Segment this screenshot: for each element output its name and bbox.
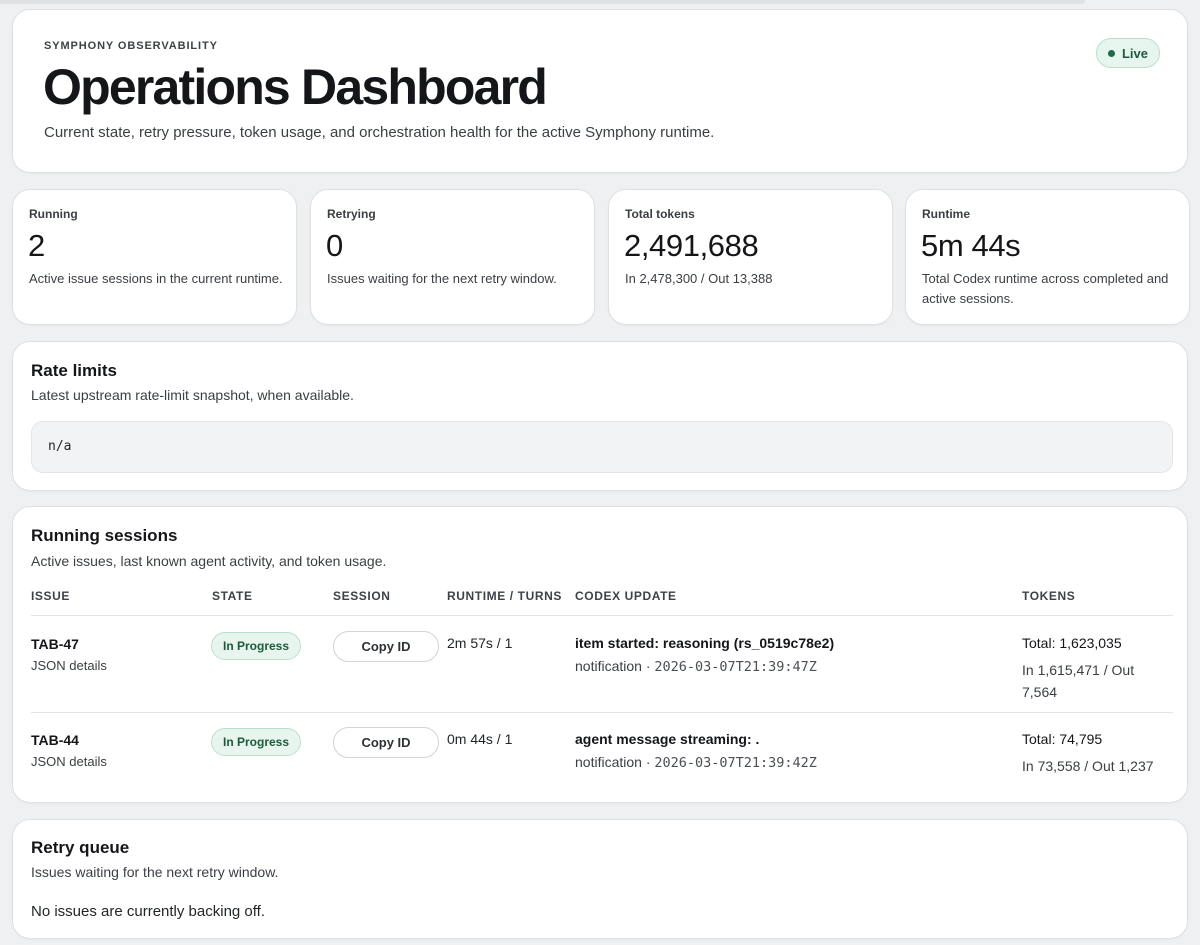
codex-update-meta: notification · 2026-03-07T21:39:42Z bbox=[575, 754, 817, 771]
stat-label: Total tokens bbox=[625, 207, 695, 221]
update-kind: notification · bbox=[575, 658, 655, 674]
rate-limits-panel: Rate limits Latest upstream rate-limit s… bbox=[12, 341, 1188, 491]
stat-value: 0 bbox=[326, 228, 343, 263]
codex-update-meta: notification · 2026-03-07T21:39:47Z bbox=[575, 658, 817, 675]
live-status-badge: Live bbox=[1096, 38, 1160, 68]
stat-value: 2 bbox=[28, 228, 45, 263]
state-badge: In Progress bbox=[211, 632, 301, 660]
column-header-runtime: RUNTIME / TURNS bbox=[447, 589, 562, 603]
runtime-turns: 0m 44s / 1 bbox=[447, 731, 513, 747]
retry-queue-panel: Retry queue Issues waiting for the next … bbox=[12, 819, 1188, 939]
stat-label: Retrying bbox=[327, 207, 376, 221]
update-timestamp: 2026-03-07T21:39:42Z bbox=[654, 755, 817, 771]
empty-state-message: No issues are currently backing off. bbox=[31, 903, 266, 920]
issue-identifier: TAB-44 bbox=[31, 732, 79, 748]
json-details-link[interactable]: JSON details bbox=[31, 754, 107, 769]
column-header-state: STATE bbox=[212, 589, 253, 603]
column-header-update: CODEX UPDATE bbox=[575, 589, 677, 603]
stat-description: Issues waiting for the next retry window… bbox=[327, 271, 557, 286]
tokens-in-out: In 73,558 / Out 1,237 bbox=[1022, 758, 1154, 774]
codex-update-message: agent message streaming: . bbox=[575, 731, 760, 747]
tokens-in-out: In 1,615,471 / Out 7,564 bbox=[1022, 662, 1135, 700]
section-title: Retry queue bbox=[31, 838, 130, 857]
stat-card-running: Running 2 Active issue sessions in the c… bbox=[12, 189, 297, 325]
update-timestamp: 2026-03-07T21:39:47Z bbox=[654, 659, 817, 675]
copy-session-id-button[interactable]: Copy ID bbox=[333, 631, 439, 662]
status-dot-icon bbox=[1107, 49, 1115, 57]
stat-description: In 2,478,300 / Out 13,388 bbox=[625, 271, 773, 286]
top-scroll-indicator bbox=[0, 0, 1085, 4]
column-header-tokens: TOKENS bbox=[1022, 589, 1076, 603]
live-status-label: Live bbox=[1121, 45, 1148, 61]
section-subtitle: Latest upstream rate-limit snapshot, whe… bbox=[31, 387, 354, 403]
page-title: Operations Dashboard bbox=[43, 59, 548, 115]
tokens-total: Total: 74,795 bbox=[1022, 731, 1103, 747]
section-subtitle: Issues waiting for the next retry window… bbox=[31, 864, 279, 880]
stat-card-retrying: Retrying 0 Issues waiting for the next r… bbox=[310, 189, 595, 325]
page-subtitle: Current state, retry pressure, token usa… bbox=[44, 124, 715, 141]
dashboard-header: SYMPHONY OBSERVABILITY Operations Dashbo… bbox=[12, 9, 1188, 173]
codex-update-message: item started: reasoning (rs_0519c78e2) bbox=[575, 635, 835, 651]
stat-card-runtime: Runtime 5m 44s Total Codex runtime acros… bbox=[905, 189, 1190, 325]
json-details-link[interactable]: JSON details bbox=[31, 658, 107, 673]
stat-label: Runtime bbox=[922, 207, 970, 221]
running-sessions-panel: Running sessions Active issues, last kno… bbox=[12, 506, 1188, 803]
eyebrow-label: SYMPHONY OBSERVABILITY bbox=[44, 40, 218, 52]
copy-session-id-button[interactable]: Copy ID bbox=[333, 727, 439, 758]
stat-label: Running bbox=[29, 207, 78, 221]
column-header-session: SESSION bbox=[333, 589, 391, 603]
table-divider bbox=[31, 615, 1173, 616]
state-badge: In Progress bbox=[211, 728, 301, 756]
stat-value: 2,491,688 bbox=[624, 228, 759, 263]
table-row: TAB-47 JSON details In Progress Copy ID … bbox=[13, 616, 1189, 712]
column-header-issue: ISSUE bbox=[31, 589, 71, 603]
stat-value: 5m 44s bbox=[921, 228, 1021, 263]
issue-identifier: TAB-47 bbox=[31, 636, 79, 652]
update-kind: notification · bbox=[575, 754, 655, 770]
table-divider bbox=[31, 712, 1173, 713]
stat-description: Total Codex runtime across completed and… bbox=[922, 271, 1169, 306]
runtime-turns: 2m 57s / 1 bbox=[447, 635, 513, 651]
section-title: Running sessions bbox=[31, 526, 178, 545]
stat-description: Active issue sessions in the current run… bbox=[29, 271, 283, 286]
stat-card-total-tokens: Total tokens 2,491,688 In 2,478,300 / Ou… bbox=[608, 189, 893, 325]
table-row: TAB-44 JSON details In Progress Copy ID … bbox=[13, 712, 1189, 808]
rate-limit-snapshot: n/a bbox=[31, 421, 1173, 473]
tokens-total: Total: 1,623,035 bbox=[1022, 635, 1122, 651]
section-subtitle: Active issues, last known agent activity… bbox=[31, 553, 387, 569]
section-title: Rate limits bbox=[31, 361, 117, 380]
